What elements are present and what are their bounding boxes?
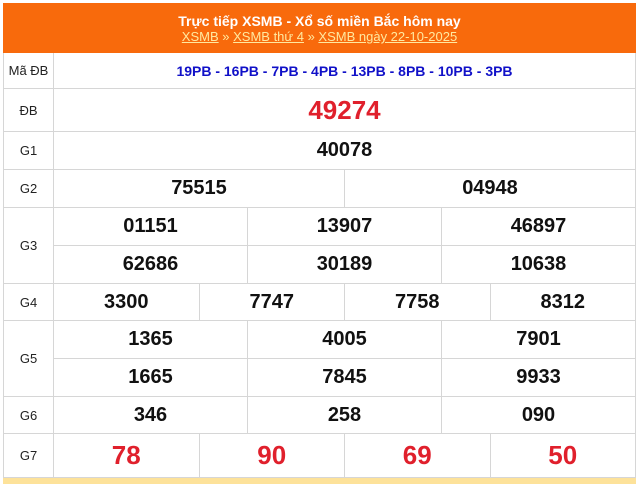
prize-row-g2: G2 75515 04948 bbox=[3, 170, 636, 208]
row-label: G7 bbox=[4, 434, 54, 477]
ma-db-value: 19PB - 16PB - 7PB - 4PB - 13PB - 8PB - 1… bbox=[176, 62, 513, 79]
footer-strip bbox=[3, 478, 636, 484]
prize-number: 7758 bbox=[345, 284, 491, 320]
row-label: G6 bbox=[4, 397, 54, 433]
prize-number: 7901 bbox=[516, 328, 561, 350]
prize-number: 40078 bbox=[316, 139, 373, 161]
row-label: G1 bbox=[4, 132, 54, 169]
prize-number: 7747 bbox=[200, 284, 345, 320]
prize-number: 9933 bbox=[516, 366, 561, 388]
prize-number: 78 bbox=[54, 434, 200, 477]
prize-number: 258 bbox=[248, 397, 442, 433]
prize-number: 49274 bbox=[308, 94, 381, 125]
prize-number: 30189 bbox=[248, 246, 442, 283]
prize-number: 1665 bbox=[54, 359, 248, 396]
prize-row-g5: G5 1365 4005 7901 1665 7845 9933 bbox=[3, 321, 636, 397]
link-xsmb[interactable]: XSMB bbox=[181, 29, 219, 44]
prize-number: 4005 bbox=[248, 321, 442, 358]
prize-number: 1365 bbox=[54, 321, 248, 358]
prize-number: 090 bbox=[521, 403, 556, 426]
row-label: G2 bbox=[4, 170, 54, 207]
prize-number: 50 bbox=[548, 440, 578, 470]
prize-row-g6: G6 346 258 090 bbox=[3, 397, 636, 434]
prize-number: 346 bbox=[54, 397, 248, 433]
prize-number: 8312 bbox=[540, 290, 586, 313]
ma-db-row: Mã ĐB 19PB - 16PB - 7PB - 4PB - 13PB - 8… bbox=[3, 53, 636, 89]
prize-number: 75515 bbox=[54, 170, 345, 207]
prize-number: 01151 bbox=[54, 208, 248, 245]
prize-row-g4: G4 3300 7747 7758 8312 bbox=[3, 284, 636, 321]
breadcrumb: XSMB » XSMB thứ 4 » XSMB ngày 22-10-2025 bbox=[181, 29, 458, 44]
link-xsmb-date[interactable]: XSMB ngày 22-10-2025 bbox=[318, 29, 458, 44]
prize-number: 69 bbox=[345, 434, 491, 477]
prize-row-g3: G3 01151 13907 46897 62686 30189 10638 bbox=[3, 208, 636, 284]
prize-number: 10638 bbox=[510, 253, 567, 275]
row-label: Mã ĐB bbox=[4, 53, 54, 88]
prize-number: 7845 bbox=[248, 359, 442, 396]
prize-row-g1: G1 40078 bbox=[3, 132, 636, 170]
prize-number: 3300 bbox=[54, 284, 200, 320]
prize-number: 90 bbox=[200, 434, 345, 477]
row-label: ĐB bbox=[4, 89, 54, 131]
prize-number: 62686 bbox=[54, 246, 248, 283]
link-xsmb-thu4[interactable]: XSMB thứ 4 bbox=[233, 29, 304, 44]
results-header: Trực tiếp XSMB - Xổ số miền Bắc hôm nay … bbox=[3, 3, 636, 53]
row-label: G5 bbox=[4, 321, 54, 396]
prize-number: 04948 bbox=[462, 177, 518, 199]
prize-row-đb: ĐB 49274 bbox=[3, 89, 636, 132]
row-label: G4 bbox=[4, 284, 54, 320]
prize-row-g7: G7 78 90 69 50 bbox=[3, 434, 636, 478]
header-title: Trực tiếp XSMB - Xổ số miền Bắc hôm nay bbox=[178, 13, 461, 29]
prize-number: 13907 bbox=[248, 208, 442, 245]
prize-number: 46897 bbox=[510, 215, 567, 237]
row-label: G3 bbox=[4, 208, 54, 283]
